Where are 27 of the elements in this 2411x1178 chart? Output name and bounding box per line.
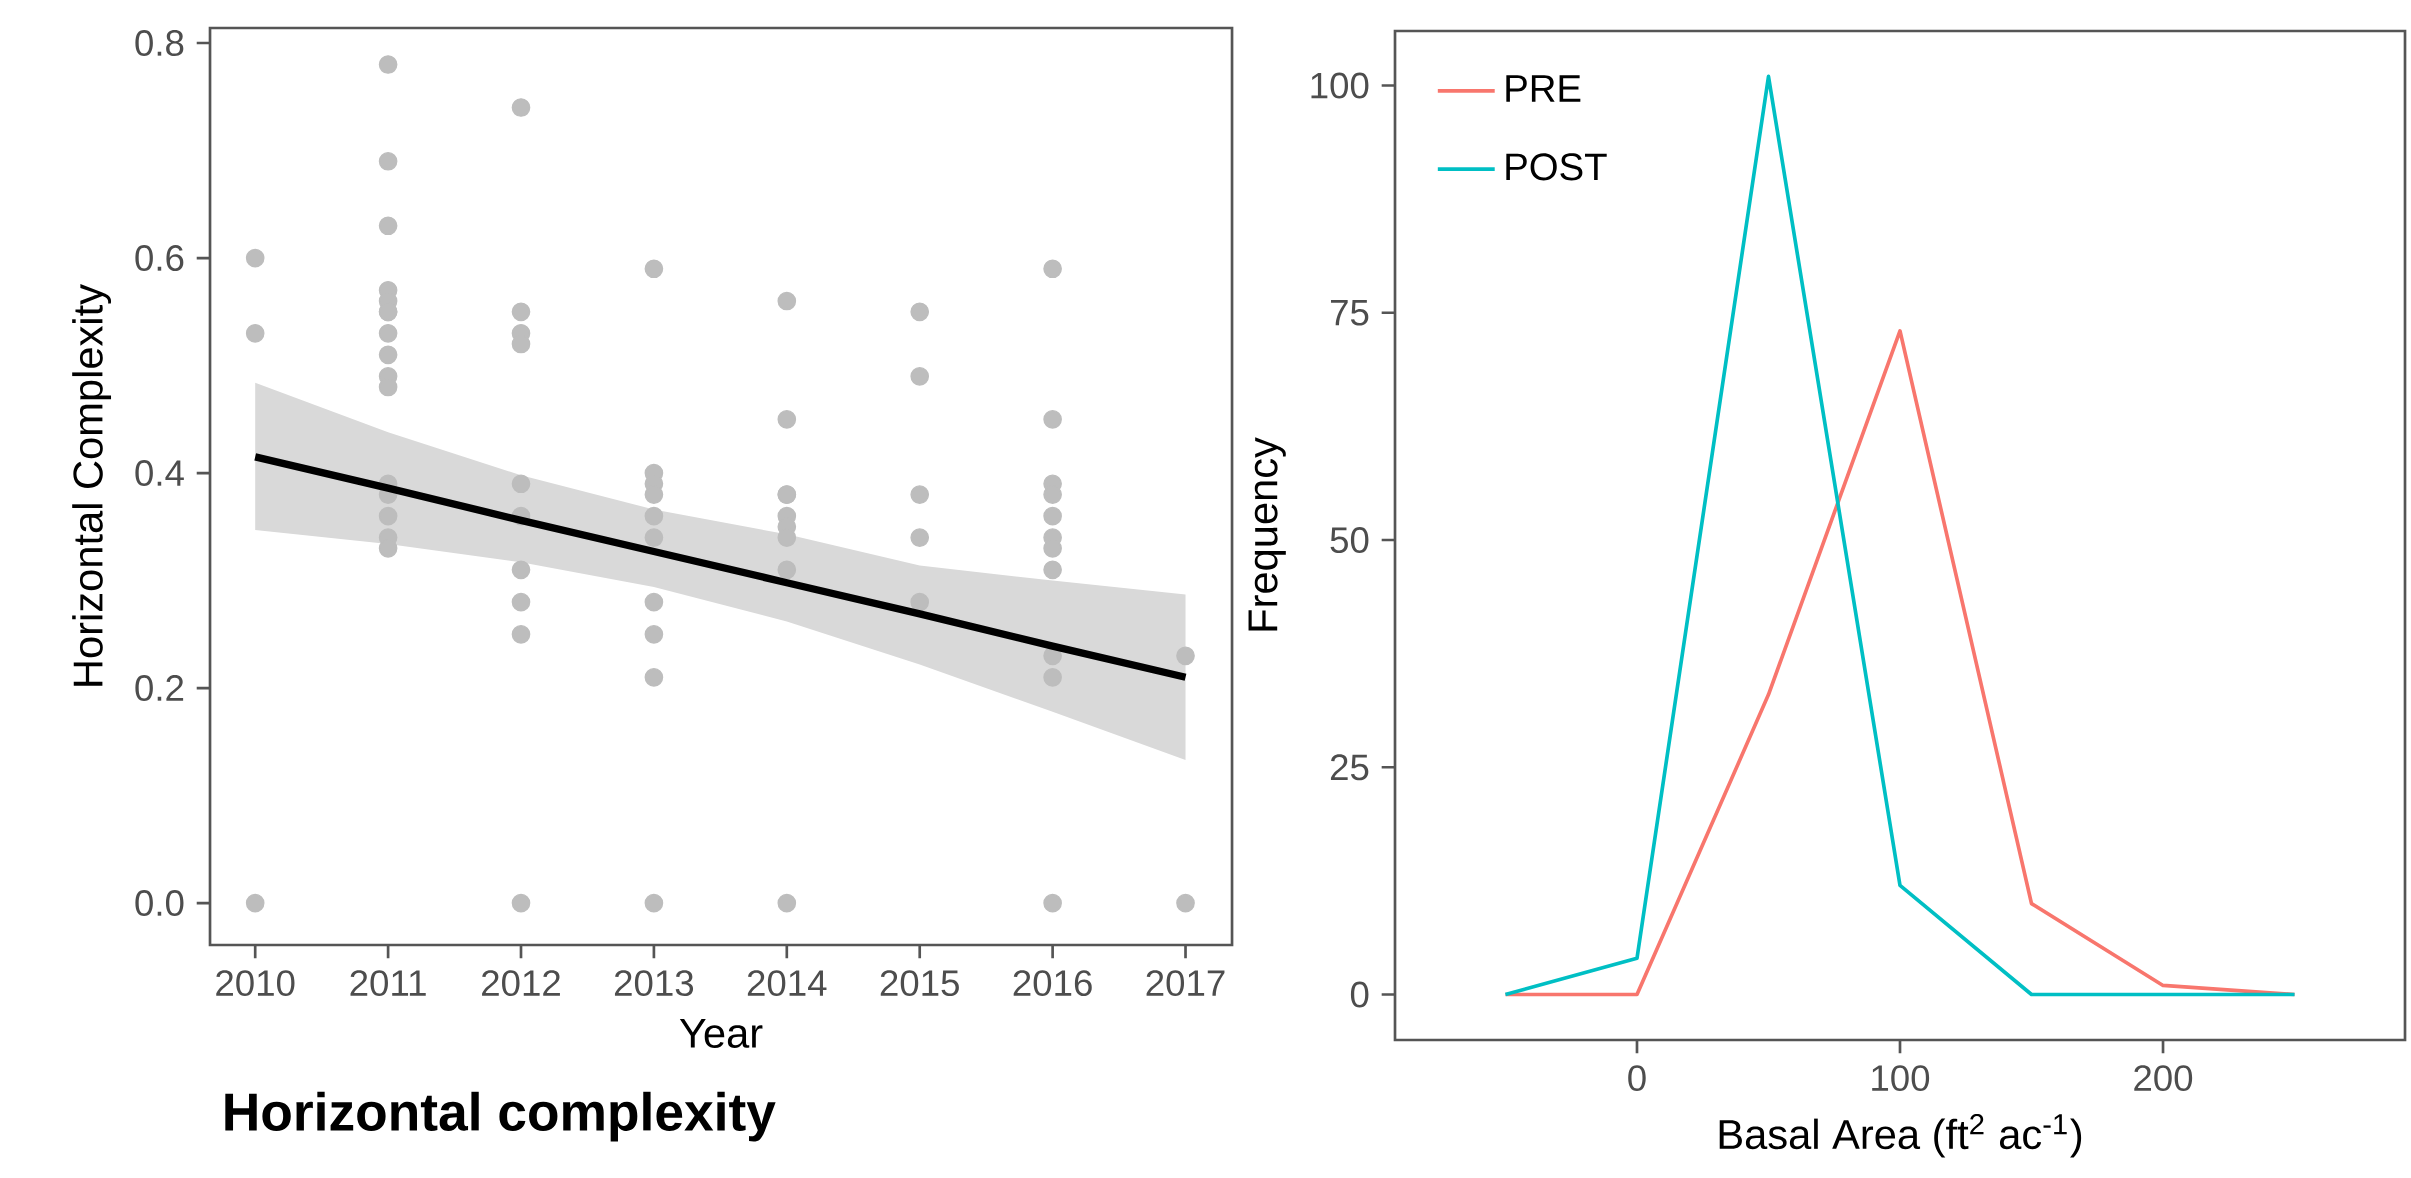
y-tick-label: 25 [1330,754,1369,781]
text: Horizontal complexity [225,1091,776,1142]
x-axis-title: Year [679,1018,763,1049]
y-tick-label: 50 [1330,527,1369,554]
y-axis-title: Horizontal Complexity [72,284,112,686]
x-tick-label: 2010 [216,970,295,997]
x-tick-label: 2017 [1146,970,1225,997]
y-axis-title: Frequency [1248,437,1286,631]
x-tick-label: 2015 [880,970,959,997]
y-tick-label: 100 [1311,72,1369,99]
x-tick-label: 200 [2134,1065,2193,1092]
x-tick-label: 2016 [1013,970,1092,997]
y-tick-label: 0.0 [135,890,184,917]
x-tick-label: 2013 [614,970,694,997]
y-tick-label: 0.8 [135,30,184,57]
y-tick-label: 0.4 [135,460,184,487]
x-tick-label: 2012 [482,970,560,997]
legend-label: POST [1506,153,1607,181]
x-tick-label: 2014 [747,970,827,997]
y-tick-label: 0.2 [135,675,184,702]
y-tick-label: 0.6 [135,245,184,272]
x-tick-label: 0 [1628,1065,1646,1092]
x-axis-title: Basal Area (ft$^{2}$ ac$^{-1}$) [1719,1113,2082,1158]
x-tick-label: 100 [1872,1065,1930,1092]
legend-label: PRE [1506,75,1581,102]
y-tick-label: 75 [1331,300,1369,326]
x-tick-label: 2011 [350,970,426,997]
